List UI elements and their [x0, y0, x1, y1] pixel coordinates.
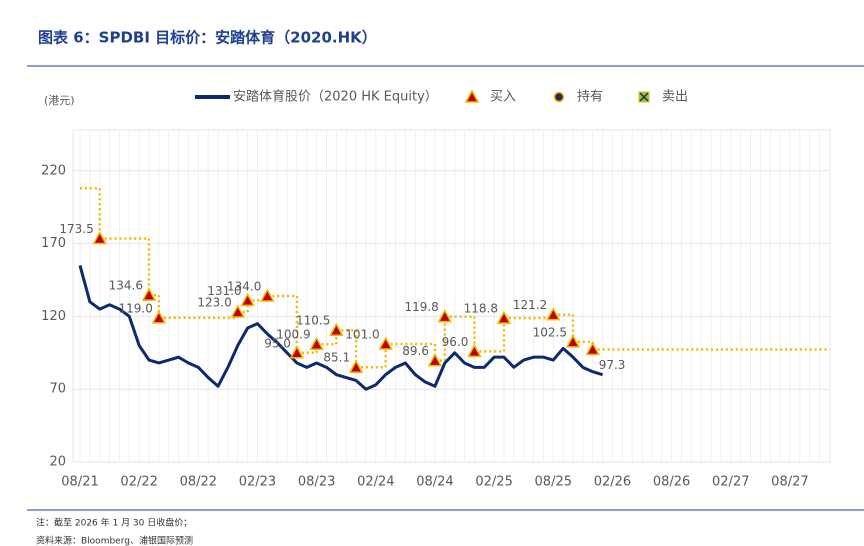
y-tick-label: 220: [41, 163, 66, 178]
buy-marker: [141, 287, 157, 301]
buy-marker: [437, 309, 453, 323]
x-tick-label: 02/24: [357, 475, 394, 490]
legend-swatch: [553, 91, 565, 103]
legend-label: 卖出: [662, 90, 688, 105]
buy-marker: [92, 230, 107, 245]
x-tick-label: 02/22: [120, 475, 157, 490]
data-label: 110.5: [296, 314, 330, 328]
data-label: 97.3: [599, 358, 626, 372]
buy-marker: [240, 292, 255, 307]
data-label: 118.8: [464, 302, 498, 316]
data-label: 89.6: [402, 344, 429, 358]
x-tick-label: 08/22: [180, 475, 217, 490]
y-tick-label: 170: [41, 236, 66, 251]
buy-marker: [260, 288, 275, 302]
x-tick-label: 08/21: [61, 475, 98, 490]
buy-marker: [546, 307, 561, 321]
x-tick-label: 08/24: [416, 475, 453, 490]
data-label: 119.8: [404, 300, 438, 314]
x-tick-label: 02/23: [239, 475, 276, 490]
x-tick-label: 02/26: [594, 475, 631, 490]
y-tick-label: 120: [41, 309, 66, 324]
legend-label: 买入: [490, 90, 516, 105]
data-label: 119.0: [119, 301, 153, 315]
data-label: 96.0: [442, 335, 469, 349]
x-tick-label: 02/27: [712, 475, 749, 490]
buy-marker: [565, 334, 581, 348]
buy-marker: [585, 341, 600, 356]
source: 资料来源：Bloomberg、浦银国际预测: [36, 535, 193, 546]
data-label: 121.2: [513, 298, 547, 312]
x-tick-label: 08/26: [653, 475, 690, 490]
x-tick-label: 08/23: [298, 475, 335, 490]
x-tick-label: 02/25: [475, 475, 512, 490]
data-label: 134.0: [227, 280, 261, 294]
buy-marker: [496, 310, 512, 324]
data-label: 123.0: [197, 296, 231, 310]
y-tick-label: 70: [49, 382, 66, 397]
buy-marker: [230, 304, 246, 318]
buy-marker: [151, 310, 167, 324]
chart-title: 图表 6：SPDBI 目标价：安踏体育（2020.HK）: [38, 29, 377, 47]
data-label: 95.0: [264, 336, 291, 350]
buy-marker: [467, 343, 482, 358]
buy-marker: [348, 359, 364, 373]
legend-swatch: [464, 89, 480, 103]
note: 注：截至 2026 年 1 月 30 日收盘价；: [36, 517, 192, 529]
y-tick-label: 20: [49, 455, 66, 470]
legend-swatch-x: [639, 92, 649, 102]
data-label: 173.5: [59, 222, 93, 236]
buy-marker: [309, 336, 324, 350]
data-label: 102.5: [533, 325, 567, 339]
legend-label: 持有: [577, 90, 603, 105]
buy-marker: [289, 345, 305, 359]
x-tick-label: 08/25: [535, 475, 572, 490]
y-unit: (港元): [44, 94, 75, 107]
price-line: [78, 265, 604, 391]
x-tick-label: 08/27: [771, 475, 808, 490]
data-label: 131.0: [207, 284, 241, 298]
plot-frame: [72, 129, 831, 463]
buy-marker: [378, 336, 393, 350]
data-label: 100.9: [276, 328, 310, 342]
legend-label: 安踏体育股价（2020 HK Equity）: [233, 89, 438, 105]
data-label: 101.0: [345, 328, 379, 342]
buy-marker: [329, 322, 344, 336]
buy-marker: [427, 353, 443, 367]
data-label: 85.1: [323, 351, 350, 365]
data-label: 134.6: [109, 279, 143, 293]
